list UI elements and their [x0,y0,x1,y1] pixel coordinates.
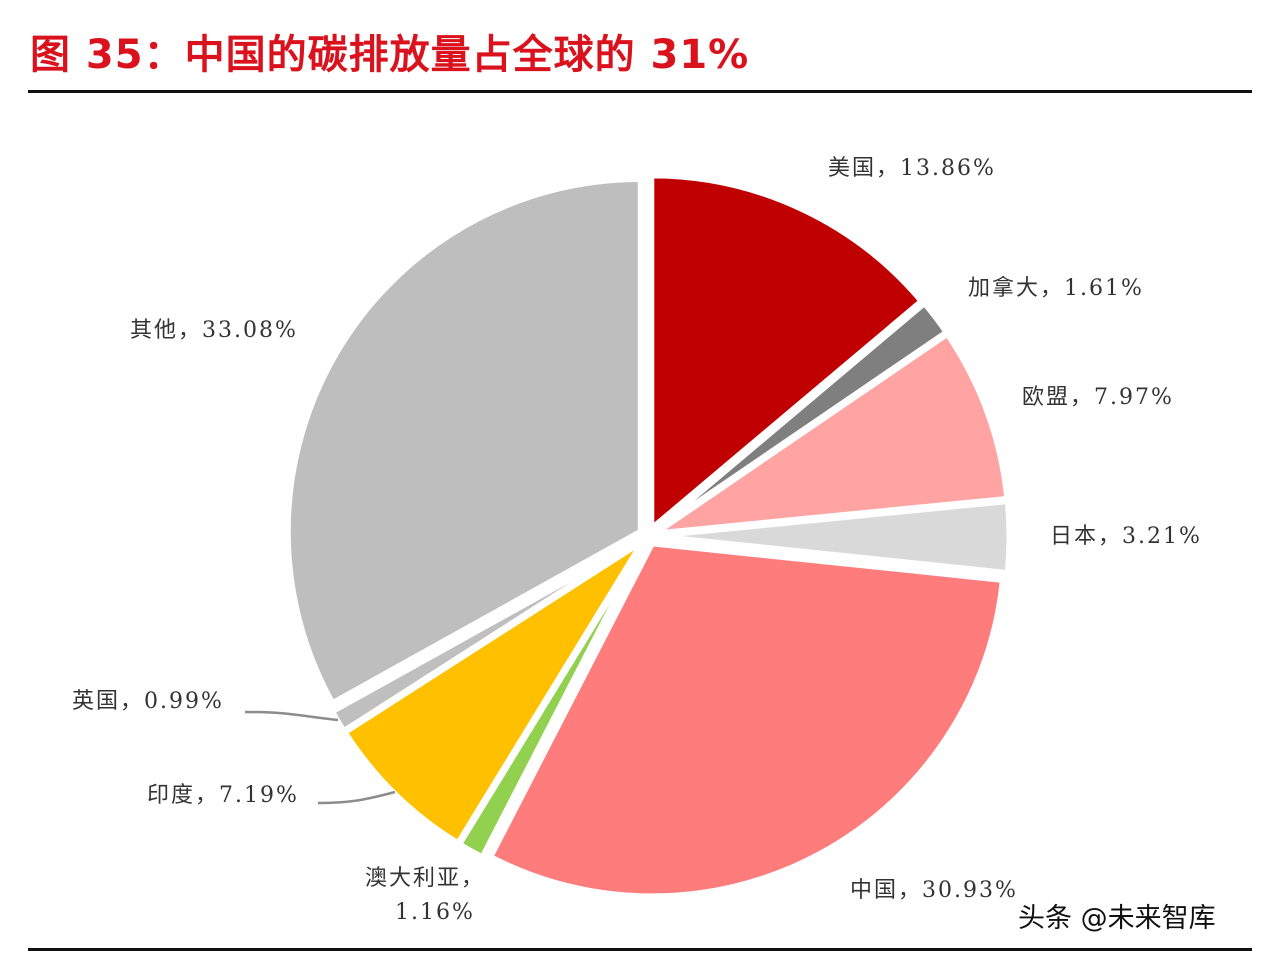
chart-title: 图 35：中国的碳排放量占全球的 31% [30,32,750,78]
pie-slice-0 [649,173,924,531]
label-canada: 加拿大，1.61% [968,276,1144,301]
label-australia-line1: 澳大利亚， [365,866,486,891]
label-us: 美国，13.86% [828,156,996,181]
pie-slice-3 [654,499,1012,575]
uk-leader-line [244,710,339,722]
pie-slice-6 [342,539,645,846]
watermark: 头条 @未来智库 [1018,903,1216,934]
label-japan: 日本，3.21% [1050,524,1202,549]
pie-slice-7 [330,538,643,734]
pie-slice-8 [285,176,643,706]
bottom-divider [28,948,1252,951]
label-other: 其他，33.08% [130,318,298,343]
pie-slice-1 [652,301,949,534]
pie-slice-4 [488,541,1005,899]
label-australia-line2: 1.16% [395,900,475,925]
label-china: 中国，30.93% [850,878,1018,903]
label-uk: 英国，0.99% [72,689,224,714]
label-eu: 欧盟，7.97% [1022,385,1174,410]
india-leader-line [317,790,396,805]
label-india: 印度，7.19% [147,783,299,808]
pie-slice-2 [653,332,1010,536]
pie-slices [285,173,1012,899]
top-divider [28,90,1252,93]
